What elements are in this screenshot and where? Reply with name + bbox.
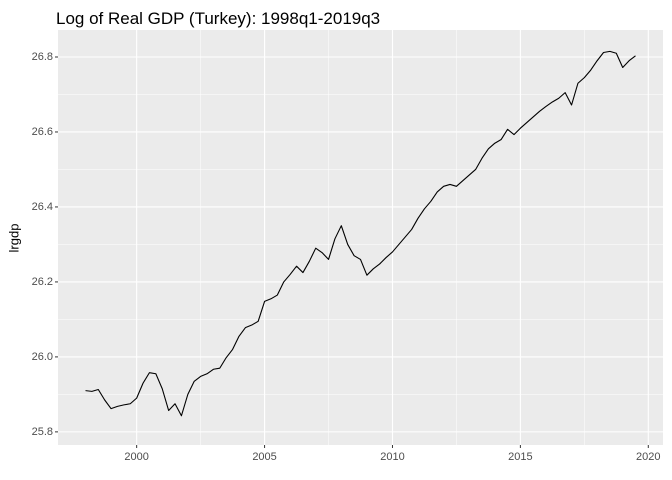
x-tick-label: 2005 <box>252 451 276 463</box>
y-tick-label: 26.4 <box>32 201 53 213</box>
x-tick-label: 2000 <box>124 451 148 463</box>
chart-title: Log of Real GDP (Turkey): 1998q1-2019q3 <box>56 9 380 28</box>
data-line <box>85 50 636 417</box>
y-tick-label: 26.2 <box>32 276 53 288</box>
y-tick-label: 26.8 <box>32 51 53 63</box>
y-axis-label: lrgdp <box>6 224 21 253</box>
y-tick-label: 25.8 <box>32 426 53 438</box>
x-tick-label: 2020 <box>636 451 660 463</box>
x-tick-label: 2015 <box>508 451 532 463</box>
y-tick-label: 26.0 <box>32 351 53 363</box>
y-tick-label: 26.6 <box>32 126 53 138</box>
plot-panel <box>58 30 663 445</box>
x-tick-label: 2010 <box>380 451 404 463</box>
